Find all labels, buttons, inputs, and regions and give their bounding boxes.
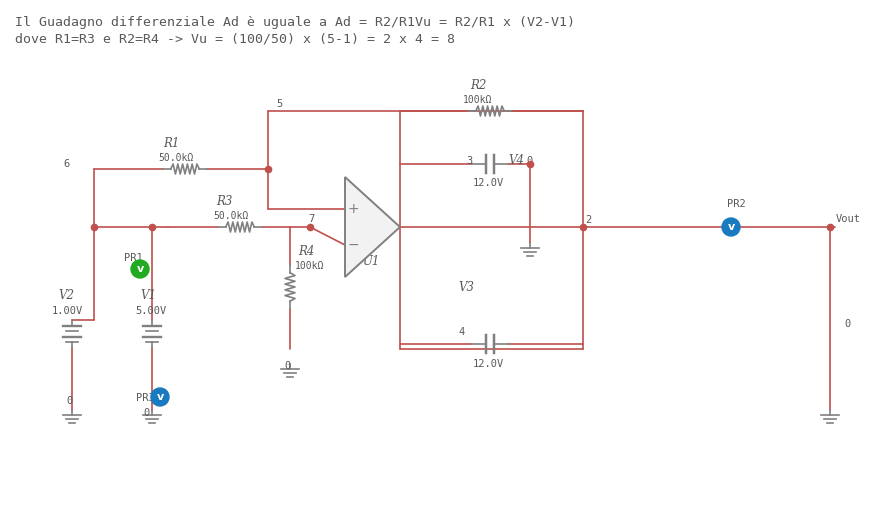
Polygon shape (345, 177, 400, 277)
Text: R4: R4 (298, 245, 314, 258)
Circle shape (151, 388, 169, 406)
Text: V2: V2 (58, 289, 74, 302)
Text: 0: 0 (284, 361, 290, 371)
Text: 5.00V: 5.00V (135, 306, 166, 316)
Text: 0: 0 (66, 396, 72, 406)
Text: 0: 0 (844, 319, 850, 329)
Text: 50.0kΩ: 50.0kΩ (213, 211, 248, 221)
Text: +: + (347, 202, 359, 216)
Text: −: − (347, 238, 359, 252)
Text: v: v (136, 264, 144, 274)
Text: 0: 0 (143, 408, 149, 418)
Text: 7: 7 (308, 214, 314, 224)
Text: 50.0kΩ: 50.0kΩ (158, 153, 193, 163)
Text: 3: 3 (466, 156, 472, 166)
Text: R3: R3 (216, 195, 232, 208)
Text: U1: U1 (363, 255, 381, 268)
Text: R2: R2 (470, 79, 486, 92)
Text: Vout: Vout (836, 214, 861, 224)
Text: Il Guadagno differenziale Ad è uguale a Ad = R2/R1Vu = R2/R1 x (V2-V1): Il Guadagno differenziale Ad è uguale a … (15, 16, 575, 29)
Text: 4: 4 (458, 327, 464, 337)
Text: R1: R1 (163, 137, 179, 150)
Text: 6: 6 (63, 159, 69, 169)
Text: PR1: PR1 (124, 253, 143, 263)
Text: PR3: PR3 (136, 393, 155, 403)
Text: 1.00V: 1.00V (52, 306, 83, 316)
Text: 2: 2 (585, 215, 591, 225)
Text: v: v (727, 222, 734, 232)
Text: 0: 0 (526, 156, 533, 166)
Text: V1: V1 (140, 289, 156, 302)
Circle shape (131, 260, 149, 278)
Text: 12.0V: 12.0V (473, 359, 505, 369)
Text: 100kΩ: 100kΩ (295, 261, 325, 271)
Text: 12.0V: 12.0V (473, 178, 505, 188)
Text: 100kΩ: 100kΩ (463, 95, 492, 105)
Text: V4: V4 (508, 154, 524, 167)
Text: v: v (156, 392, 163, 402)
Text: PR2: PR2 (727, 199, 746, 209)
Circle shape (722, 218, 740, 236)
Text: V3: V3 (458, 281, 474, 294)
Text: 5: 5 (276, 99, 282, 109)
Text: dove R1=R3 e R2=R4 -> Vu = (100/50) x (5-1) = 2 x 4 = 8: dove R1=R3 e R2=R4 -> Vu = (100/50) x (5… (15, 32, 455, 45)
